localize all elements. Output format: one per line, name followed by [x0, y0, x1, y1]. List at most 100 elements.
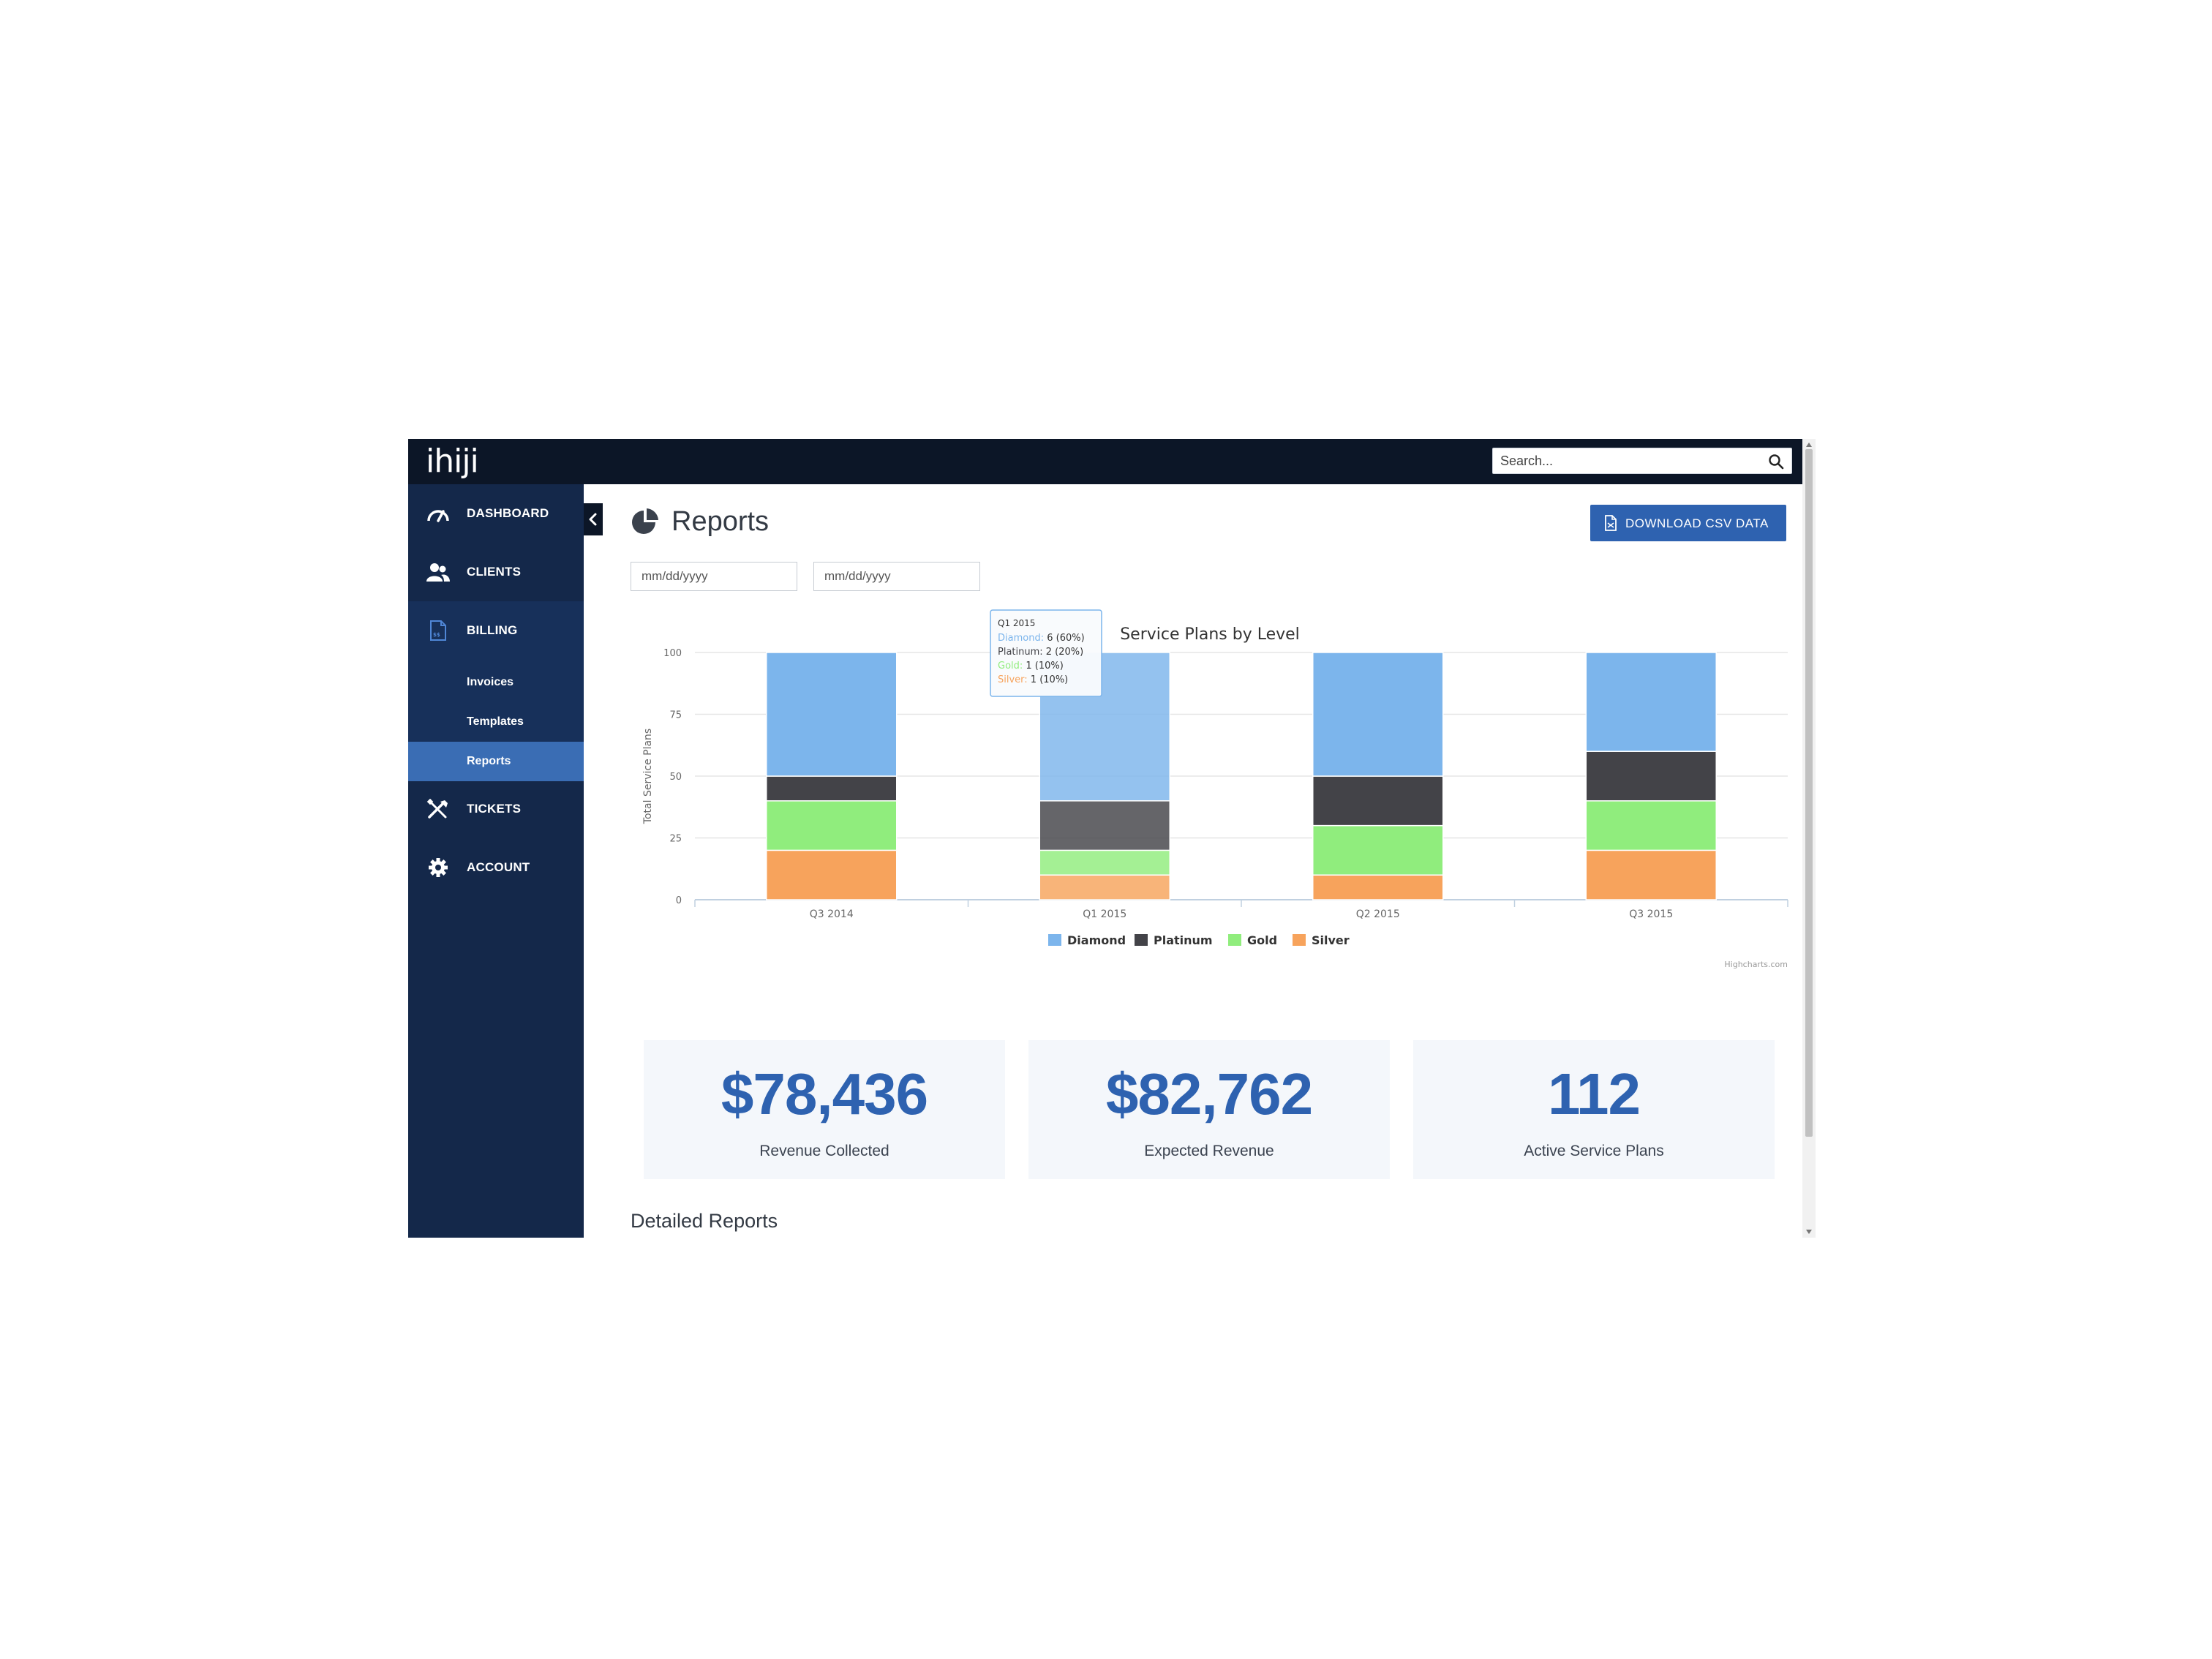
billing-group: $$ BILLING Invoices Templates Reports — [408, 601, 584, 781]
logo[interactable]: ihiji — [426, 443, 479, 480]
chart-credits: Highcharts.com — [1724, 960, 1788, 969]
tooltip-series-value: 6 (60%) — [1047, 633, 1084, 644]
sidebar-subitem-templates[interactable]: Templates — [408, 702, 584, 742]
users-icon — [426, 563, 450, 582]
chart-tooltip — [990, 609, 1102, 697]
search-box[interactable] — [1492, 448, 1792, 474]
sidebar-subitem-invoices[interactable]: Invoices — [408, 663, 584, 702]
download-csv-label: DOWNLOAD CSV DATA — [1625, 516, 1769, 530]
sidebar: DASHBOARD CLIENTS $$ BILLING Invoice — [408, 484, 584, 1238]
tooltip-series-name: Diamond: — [998, 633, 1047, 644]
chart-title: Service Plans by Level — [1120, 625, 1300, 644]
bar-segment-gold — [766, 800, 898, 851]
tooltip-row: Diamond: 6 (60%) — [998, 633, 1085, 644]
tooltip-series-value: 1 (10%) — [1026, 661, 1063, 672]
bar-segment-diamond — [1312, 652, 1444, 777]
tooltip-row: Silver: 1 (10%) — [998, 674, 1068, 685]
download-csv-button[interactable]: DOWNLOAD CSV DATA — [1590, 505, 1786, 541]
top-bar: ihiji — [408, 439, 1816, 484]
bar-segment-platinum — [1585, 750, 1717, 802]
invoice-icon: $$ — [430, 620, 446, 641]
sidebar-item-label: BILLING — [467, 623, 518, 637]
svg-text:$$: $$ — [433, 632, 440, 638]
sidebar-subitem-label: Templates — [467, 715, 524, 728]
bar-segment-platinum — [1312, 775, 1444, 827]
date-to-input[interactable] — [813, 562, 980, 591]
scroll-down-icon[interactable] — [1805, 1227, 1813, 1236]
tools-icon — [426, 799, 448, 819]
service-plans-chart: Service Plans by Level 0 25 50 75 100 Total Se… — [628, 609, 1798, 974]
sidebar-item-dashboard[interactable]: DASHBOARD — [408, 484, 584, 543]
bar-segment-diamond — [766, 652, 898, 777]
x-tick-label: Q2 2015 — [1356, 908, 1400, 920]
sidebar-item-tickets[interactable]: TICKETS — [408, 780, 584, 838]
search-icon[interactable] — [1768, 454, 1784, 470]
bar-segment-gold — [1312, 824, 1444, 876]
stat-value: $82,762 — [1105, 1061, 1313, 1126]
sidebar-item-label: ACCOUNT — [467, 860, 530, 874]
sidebar-subitem-label: Reports — [467, 755, 511, 767]
stat-value: $78,436 — [721, 1061, 928, 1126]
y-tick-label: 100 — [663, 648, 682, 659]
x-tick-label: Q3 2014 — [810, 908, 854, 920]
bar-segment-silver — [766, 849, 898, 900]
legend-swatch-silver — [1293, 934, 1306, 946]
bar-segment-platinum — [1039, 800, 1170, 851]
stat-card-active-service-plans: 112 Active Service Plans — [1413, 1040, 1775, 1179]
tooltip-series-value: 1 (10%) — [1031, 674, 1068, 685]
tooltip-series-name: Gold: — [998, 661, 1026, 672]
x-tick-label: Q1 2015 — [1083, 908, 1126, 920]
sidebar-collapse-button[interactable] — [584, 503, 603, 535]
scrollbar-thumb[interactable] — [1805, 449, 1813, 1137]
tooltip-series-value: 2 (20%) — [1046, 647, 1083, 658]
pie-chart-icon — [632, 508, 658, 534]
tooltip-series-name: Platinum: — [998, 647, 1046, 658]
stat-label: Expected Revenue — [1144, 1143, 1274, 1159]
detailed-reports-title: Detailed Reports — [631, 1210, 778, 1232]
sidebar-item-label: CLIENTS — [467, 565, 522, 579]
sidebar-item-label: DASHBOARD — [467, 506, 549, 520]
speedometer-icon — [427, 510, 449, 522]
bar-segment-diamond — [1585, 652, 1717, 752]
page-title-text: Reports — [672, 506, 770, 537]
sidebar-item-billing[interactable]: $$ BILLING — [408, 601, 584, 660]
legend-label: Silver — [1312, 933, 1350, 947]
app-window: ihiji DASHBOARD CLIENTS — [408, 439, 1816, 1238]
legend-swatch-gold — [1228, 934, 1241, 946]
main-content: Reports DOWNLOAD CSV DATA Service Plans … — [628, 484, 1798, 1238]
scroll-up-icon[interactable] — [1805, 440, 1813, 449]
sidebar-item-account[interactable]: ACCOUNT — [408, 838, 584, 897]
sidebar-item-clients[interactable]: CLIENTS — [408, 543, 584, 601]
tooltip-header: Q1 2015 — [998, 618, 1035, 628]
bar-segment-platinum — [766, 775, 898, 802]
stat-card-revenue-collected: $78,436 Revenue Collected — [644, 1040, 1005, 1179]
page-title: Reports — [632, 503, 770, 540]
bar-segment-gold — [1039, 849, 1170, 876]
bar-segment-gold — [1585, 800, 1717, 851]
legend-swatch-platinum — [1135, 934, 1148, 946]
legend-label: Diamond — [1067, 933, 1126, 947]
bar-segment-silver — [1312, 874, 1444, 900]
y-tick-label: 0 — [676, 895, 682, 906]
sidebar-item-label: TICKETS — [467, 802, 522, 816]
stat-label: Revenue Collected — [759, 1143, 889, 1159]
tooltip-series-name: Silver: — [998, 674, 1031, 685]
date-from-input[interactable] — [631, 562, 797, 591]
y-tick-label: 50 — [669, 772, 682, 783]
stat-value: 112 — [1547, 1061, 1641, 1126]
y-axis-label: Total Service Plans — [642, 729, 654, 824]
y-tick-label: 25 — [669, 834, 682, 845]
gear-icon — [429, 858, 448, 877]
search-input[interactable] — [1493, 448, 1771, 473]
chevron-left-icon — [589, 513, 597, 526]
sidebar-subitem-reports[interactable]: Reports — [408, 742, 584, 781]
stat-label: Active Service Plans — [1524, 1143, 1664, 1159]
document-icon — [1605, 515, 1617, 531]
sidebar-subitem-label: Invoices — [467, 676, 514, 688]
tooltip-row: Platinum: 2 (20%) — [998, 647, 1083, 658]
legend-label: Gold — [1247, 933, 1277, 947]
legend-label: Platinum — [1154, 933, 1213, 947]
bar-segment-silver — [1585, 849, 1717, 900]
legend-swatch-diamond — [1048, 934, 1061, 946]
stat-card-expected-revenue: $82,762 Expected Revenue — [1028, 1040, 1390, 1179]
